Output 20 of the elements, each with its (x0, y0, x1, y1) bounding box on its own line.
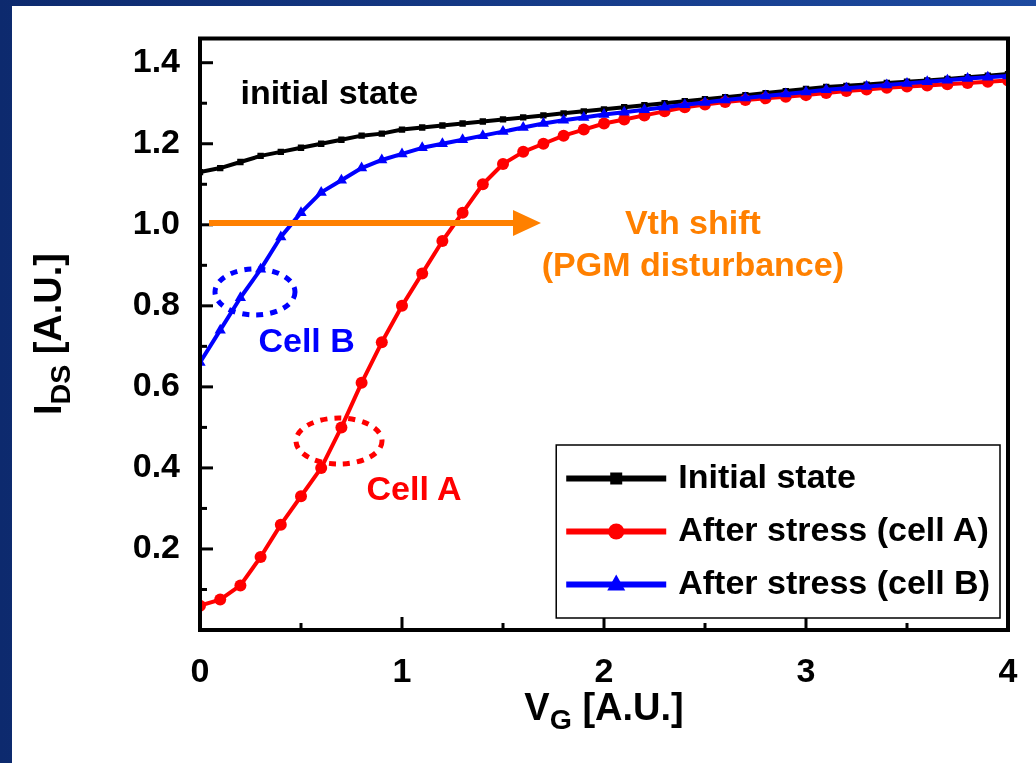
y-tick-label: 0.2 (132, 527, 180, 566)
y-tick-label: 0.6 (132, 365, 180, 404)
y-tick-label: 1.0 (132, 203, 180, 242)
x-tick-label: 4 (998, 650, 1018, 689)
y-tick-label: 0.8 (132, 284, 180, 323)
annotation: Vth shift (PGM disturbance) (541, 201, 844, 285)
annotation: Cell A (366, 467, 462, 509)
x-axis-title: V$_{G}$ [A.U.] (524, 686, 684, 736)
y-tick-label: 1.2 (132, 122, 180, 161)
x-tick-label: 2 (594, 650, 614, 689)
annotation: Cell B (258, 319, 355, 361)
x-tick-label: 0 (190, 650, 210, 689)
y-tick-label: 0.4 (132, 446, 181, 485)
legend-label: After stress (cell A) (678, 509, 989, 548)
x-tick-label: 1 (392, 650, 412, 689)
legend-label: Initial state (678, 456, 856, 495)
legend-label: After stress (cell B) (678, 562, 990, 601)
annotation: initial state (240, 71, 419, 113)
y-tick-label: 1.4 (132, 41, 181, 80)
x-tick-label: 3 (796, 650, 816, 689)
